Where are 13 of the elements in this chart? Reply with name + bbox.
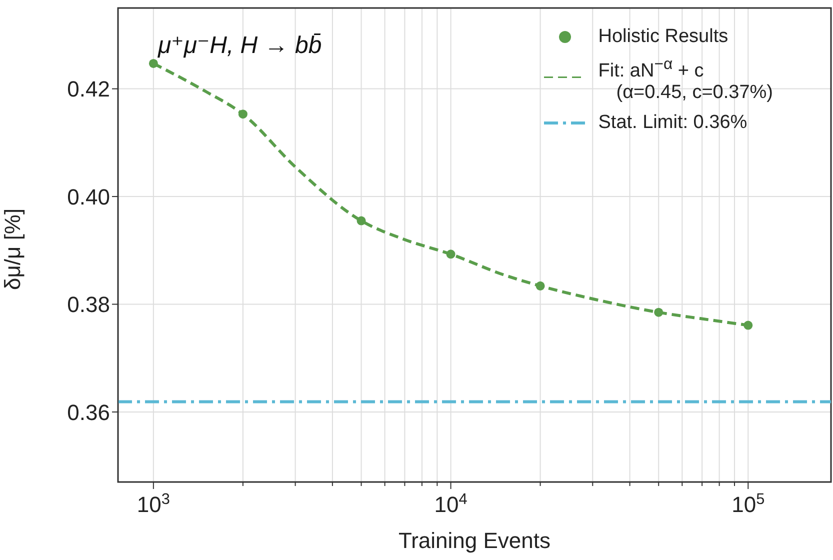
y-tick-label: 0.36 <box>67 400 110 425</box>
x-axis-title: Training Events <box>398 528 551 553</box>
x-tick-label: 10$^{5}$ <box>732 490 765 517</box>
x-tick-label: 10$^{4}$ <box>434 490 468 517</box>
y-axis-title: δμ/μ [%] <box>0 208 25 290</box>
y-tick-label: 0.40 <box>67 184 110 210</box>
legend-label: Fit: aN$^{−α}$ + c (α=0.45, c=0.37%) <box>598 56 773 104</box>
x-tick-label: 10$^{3}$ <box>136 490 170 517</box>
y-tick-label: 0.38 <box>67 292 110 318</box>
y-tick-label: 0.42 <box>67 76 110 102</box>
legend-label: Holistic Results <box>598 26 728 48</box>
legend-label: Stat. Limit: 0.36% <box>598 112 748 134</box>
annotation: μ⁺μ⁻H, H → bb̄ <box>157 32 322 59</box>
